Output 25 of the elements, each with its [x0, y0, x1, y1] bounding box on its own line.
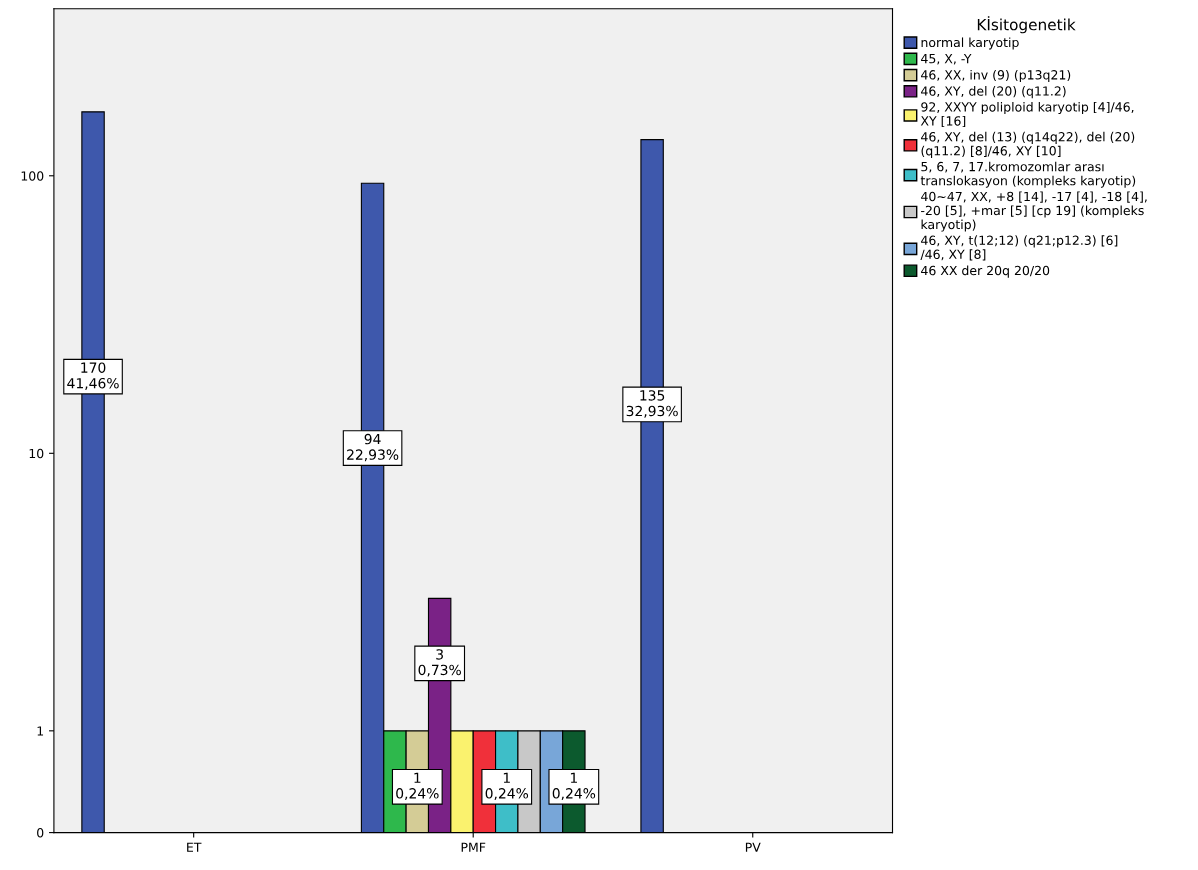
legend-label: 46, XY, del (13) (q14q22), del (20) (q11.2) [8]/46, XY [10]	[921, 131, 1135, 158]
data-label: 1 0,24%	[396, 772, 439, 801]
legend-label: 46, XX, inv (9) (p13q21)	[921, 69, 1071, 82]
data-label: 135 32,93%	[626, 390, 678, 418]
data-label: 94 22,93%	[347, 433, 399, 462]
legend-label: 45, X, -Y	[921, 54, 972, 65]
legend-label: 92, XXYY poliploid karyotip [4]/46, XY [16]	[920, 101, 1134, 128]
x-tick-label: ET	[187, 842, 202, 852]
legend-label: normal karyotip	[921, 37, 1019, 50]
legend-label: 46 XX der 20q 20/20	[921, 265, 1050, 278]
x-tick-label: PMF	[461, 842, 486, 852]
legend-label: 40~47, XX, +8 [14], -17 [4], -18 [4], -20 [5], +mar [5] [cp 19] (kompleks karyotip)	[921, 191, 1147, 232]
legend-label: 5, 6, 7, 17.kromozomlar arası translokasyon (kompleks karyotip)	[920, 161, 1136, 188]
legend-label: 46, XY, t(12;12) (q21;p12.3) [6] /46, XY [8]	[920, 235, 1118, 261]
legend-title: Kİsitogenetik	[977, 16, 1076, 34]
data-label: 3 0,73%	[418, 649, 461, 677]
data-label: 1 0,24%	[485, 772, 529, 801]
data-label: 1 0,24%	[552, 772, 596, 801]
y-tick-label: 10	[29, 448, 44, 459]
legend-label: 46, XY, del (20) (q11.2)	[921, 86, 1066, 99]
y-tick-label: 100	[21, 171, 44, 181]
x-tick-label: PV	[745, 842, 761, 852]
y-tick-label: 0	[37, 828, 44, 838]
y-tick-label: 1	[37, 726, 44, 736]
data-label: 170 41,46%	[67, 362, 119, 390]
